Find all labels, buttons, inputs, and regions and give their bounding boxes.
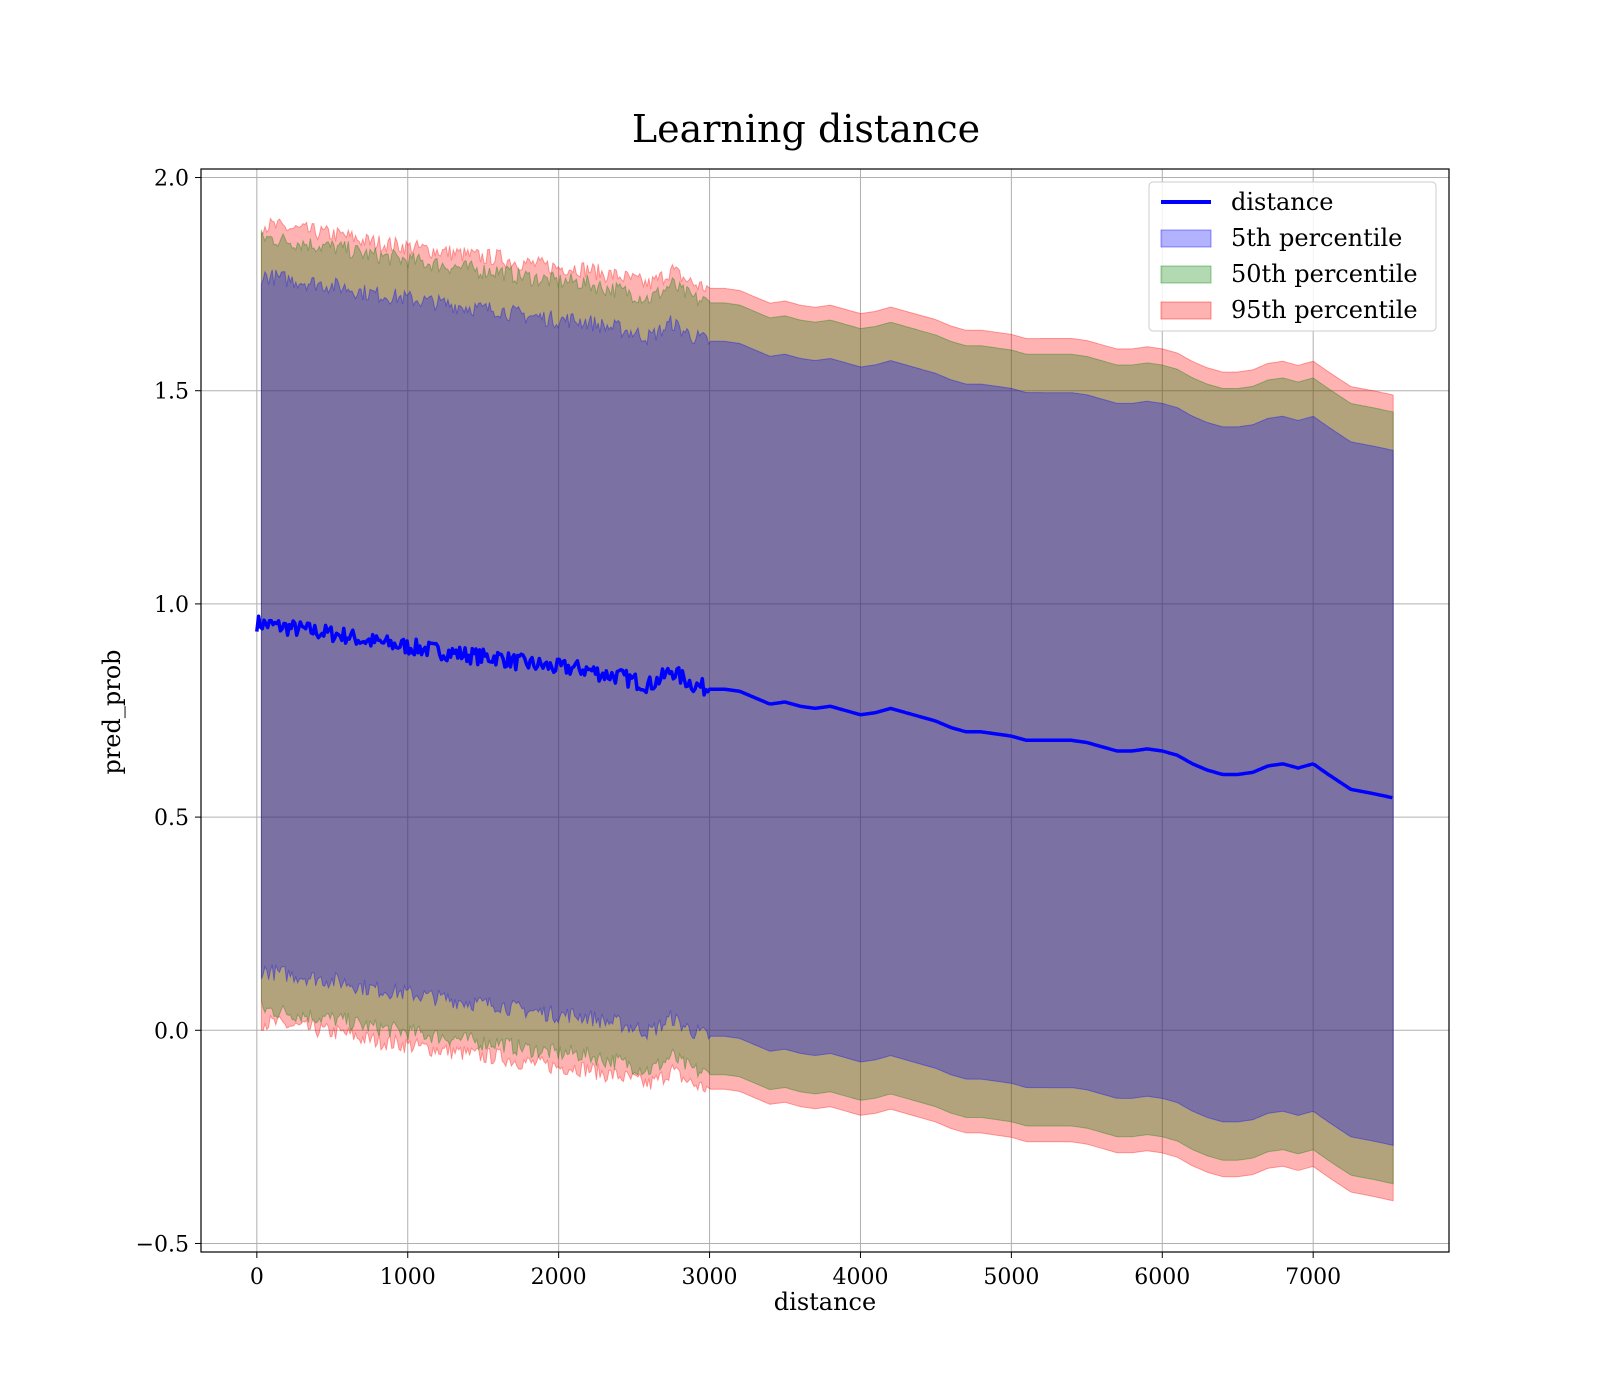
legend-label-2: 50th percentile — [1231, 260, 1418, 288]
x-axis-label: distance — [774, 1288, 876, 1316]
y-tick-label-0: −0.5 — [136, 1232, 189, 1257]
legend-label-0: distance — [1231, 188, 1333, 216]
percentile-bands — [260, 217, 1394, 1202]
x-tick-label-1: 1000 — [380, 1265, 436, 1290]
y-axis: −0.5 0.0 0.5 1.0 1.5 2.0 — [136, 167, 201, 1257]
x-tick-label-6: 6000 — [1134, 1265, 1190, 1290]
series-layer — [255, 614, 1393, 800]
x-tick-label-0: 0 — [250, 1265, 264, 1290]
grid — [201, 169, 1449, 1252]
legend-label-3: 95th percentile — [1231, 296, 1418, 324]
y-tick-label-5: 2.0 — [154, 167, 189, 192]
y-axis-label: pred_prob — [98, 649, 126, 774]
legend-patch-swatch-1 — [1160, 229, 1212, 248]
x-axis: 0 1000 2000 3000 4000 5000 6000 7000 — [250, 1252, 1341, 1290]
legend-label-1: 5th percentile — [1231, 224, 1402, 252]
x-tick-label-5: 5000 — [983, 1265, 1039, 1290]
plot-frame — [200, 168, 1450, 1253]
chart-title: Learning distance — [632, 107, 980, 151]
y-tick-label-1: 0.0 — [154, 1019, 189, 1044]
legend-box — [1148, 181, 1437, 332]
x-tick-label-4: 4000 — [832, 1265, 888, 1290]
y-tick-label-3: 1.0 — [154, 593, 189, 618]
x-tick-label-3: 3000 — [682, 1265, 738, 1290]
legend-patch-swatch-3 — [1160, 301, 1212, 320]
legend: distance 5th percentile 50th percentile 95t… — [1148, 181, 1437, 332]
y-tick-label-2: 0.5 — [154, 806, 189, 831]
series-line-distance — [255, 614, 1393, 800]
legend-patch-swatch-2 — [1160, 265, 1212, 284]
x-tick-label-2: 2000 — [531, 1265, 587, 1290]
y-tick-label-4: 1.5 — [154, 380, 189, 405]
x-tick-label-7: 7000 — [1285, 1265, 1341, 1290]
band-0 — [260, 217, 1394, 1202]
